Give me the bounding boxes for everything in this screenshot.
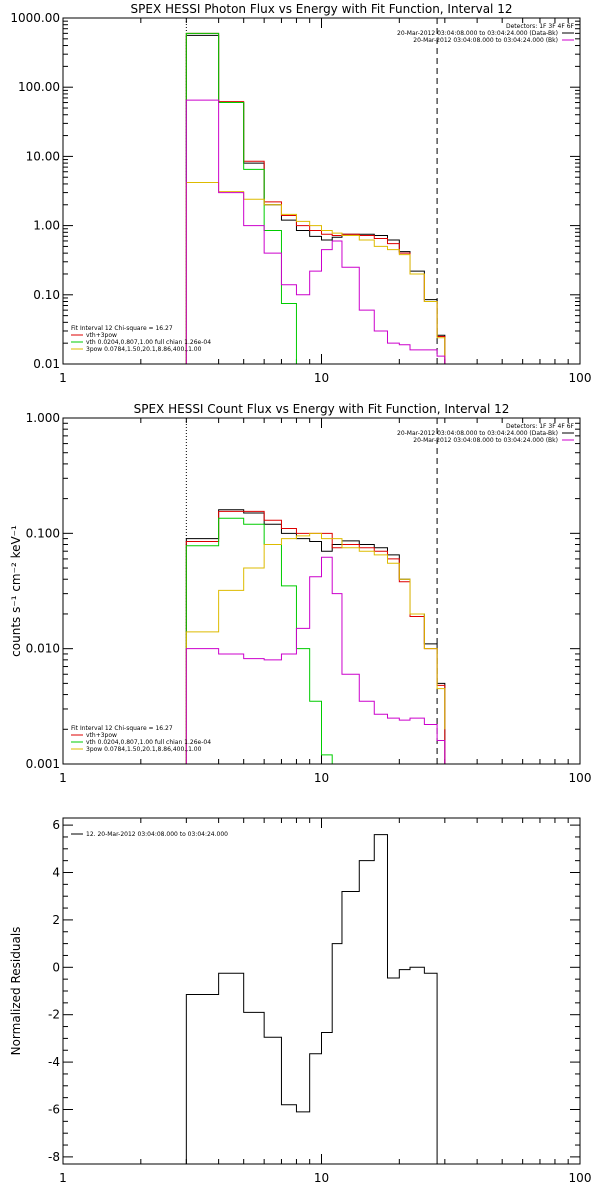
legend-entry: 12. 20-Mar-2012 03:04:08.000 to 03:04:24… [86, 831, 228, 838]
legend-entry: vth+3pow [86, 332, 117, 339]
x-tick-label: 10 [314, 371, 329, 385]
legend-entry: 20-Mar-2012 03:04:08.000 to 03:04:24.000… [397, 30, 558, 37]
series-2-line [185, 32, 311, 364]
y-tick-label: -2 [48, 1008, 60, 1022]
legend-entry: 3pow 0.0784,1.50,20.1,8.86,400.,1.00 [86, 746, 202, 753]
x-tick-label: 1 [59, 771, 67, 785]
legend-entry: 20-Mar-2012 03:04:08.000 to 03:04:24.000… [397, 430, 558, 437]
y-tick-label: 1.00 [33, 219, 60, 233]
legend-entry: vth 0.0204,0.807,1.00 full chian 1.26e-0… [86, 739, 211, 746]
legend-heading: Detectors: 1F 3F 4F 6F [506, 23, 575, 30]
y-tick-label: 0.10 [33, 288, 60, 302]
y-tick-label: 0 [52, 960, 60, 974]
y-tick-label: 0.010 [26, 642, 60, 656]
y-tick-label: 10.00 [26, 149, 60, 163]
x-tick-label: 100 [569, 771, 592, 785]
x-tick-label: 10 [314, 771, 329, 785]
y-tick-label: 100.00 [18, 80, 60, 94]
legend-entry: 20-Mar-2012 03:04:08.000 to 03:04:24.000… [413, 37, 558, 44]
series-0-line [185, 834, 438, 1164]
plot-frame [62, 17, 581, 365]
plot-frame [62, 417, 581, 765]
y-tick-label: 0.001 [26, 757, 60, 771]
series-0-line [185, 34, 446, 364]
y-axis-label: Normalized Residuals [9, 927, 23, 1056]
legend-entry: vth 0.0204,0.807,1.00 full chian 1.26e-0… [86, 339, 211, 346]
y-tick-label: -8 [48, 1150, 60, 1164]
x-tick-label: 1 [59, 1171, 67, 1185]
series-3-line [185, 532, 446, 764]
series-3-line [185, 181, 446, 364]
y-tick-label: -6 [48, 1102, 60, 1116]
x-tick-label: 1 [59, 371, 67, 385]
y-tick-label: 1.000 [26, 411, 60, 425]
plot-frame [62, 817, 581, 1165]
y-tick-label: 2 [52, 913, 60, 927]
chart-title: SPEX HESSI Photon Flux vs Energy with Fi… [131, 2, 513, 16]
count-flux-panel: SPEX HESSI Count Flux vs Energy with Fit… [9, 402, 591, 785]
photon-flux-panel: SPEX HESSI Photon Flux vs Energy with Fi… [10, 2, 591, 385]
x-tick-label: 100 [569, 1171, 592, 1185]
series-4-line [185, 556, 446, 764]
legend-entry: 20-Mar-2012 03:04:08.000 to 03:04:24.000… [413, 437, 558, 444]
y-tick-label: 6 [52, 818, 60, 832]
x-tick-label: 100 [569, 371, 592, 385]
series-1-line [185, 510, 446, 764]
series-1-line [185, 32, 446, 364]
legend-entry: 3pow 0.0784,1.50,20.1,8.86,400.,1.00 [86, 346, 202, 353]
y-tick-label: 0.100 [26, 526, 60, 540]
series-0-line [185, 509, 446, 764]
residuals-panel: Normalized Residuals 1 10 100 -8 -6 -4 -2 0 2 4 6 12… [9, 817, 592, 1185]
legend-heading: Detectors: 1F 3F 4F 6F [506, 423, 575, 430]
legend-heading: Fit Interval 12 Chi-square = 16.27 [71, 725, 173, 732]
series-4-line [185, 99, 446, 364]
y-tick-label: -4 [48, 1055, 60, 1069]
y-tick-label: 4 [52, 866, 60, 880]
chart-title: SPEX HESSI Count Flux vs Energy with Fit… [134, 402, 510, 416]
legend-heading: Fit Interval 12 Chi-square = 16.27 [71, 325, 173, 332]
series-2-line [185, 517, 343, 764]
legend-entry: vth+3pow [86, 732, 117, 739]
y-tick-label: 0.01 [33, 357, 60, 371]
y-axis-label: counts s⁻¹ cm⁻² keV⁻¹ [9, 525, 23, 657]
x-tick-label: 10 [314, 1171, 329, 1185]
y-tick-label: 1000.00 [10, 11, 60, 25]
